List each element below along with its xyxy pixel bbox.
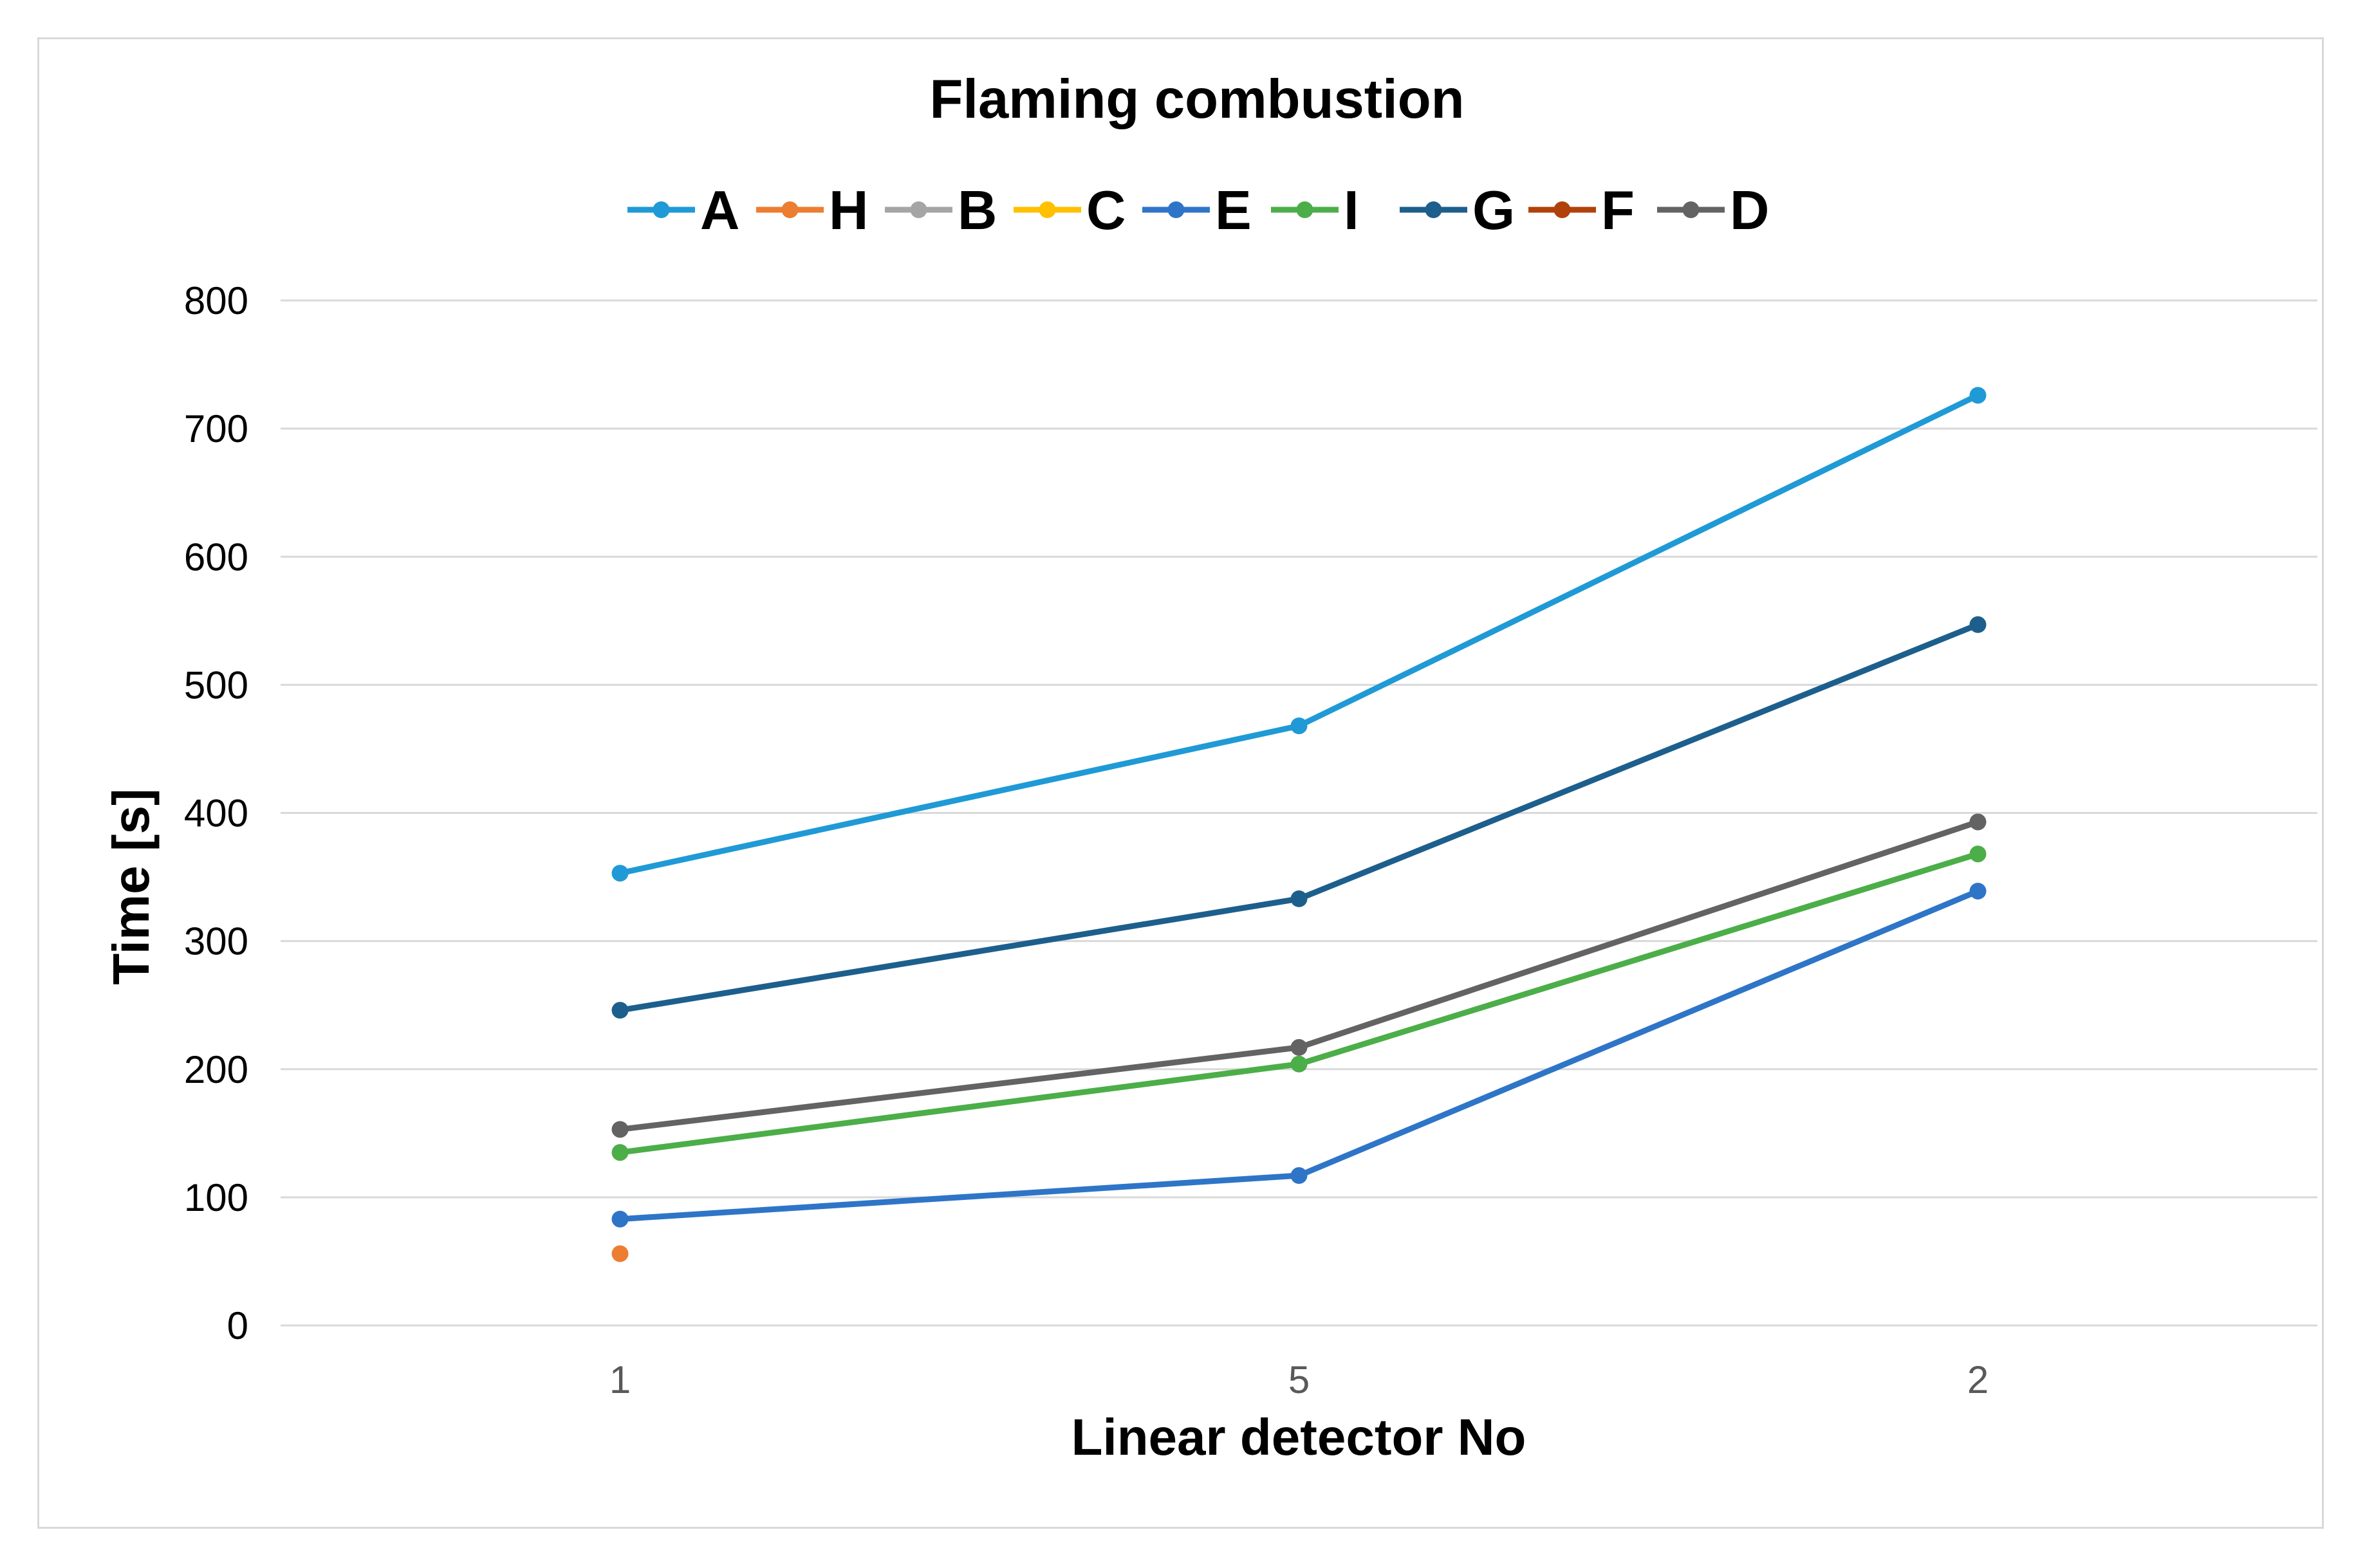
data-point-E — [611, 1210, 629, 1228]
x-tick-label: 5 — [1288, 1358, 1310, 1401]
data-point-I — [1969, 845, 1987, 863]
x-axis-title: Linear detector No — [1071, 1408, 1526, 1466]
data-point-E — [1969, 882, 1987, 899]
y-tick-label: 100 — [184, 1176, 248, 1219]
data-point-D — [1969, 813, 1987, 831]
legend-item-A: A — [627, 180, 739, 241]
legend-label: A — [700, 180, 739, 241]
chart-title: Flaming combustion — [929, 69, 1464, 130]
x-tick-label: 1 — [609, 1358, 631, 1401]
legend-marker — [653, 201, 670, 218]
y-tick-label: 400 — [184, 792, 248, 835]
y-axis-ticks: 0 100 200 300 400 500 600 700 800 — [184, 279, 248, 1347]
legend-item-D: D — [1657, 180, 1769, 241]
legend-label: H — [829, 180, 868, 241]
y-axis-title: Time [s] — [102, 788, 160, 984]
legend-item-B: B — [885, 180, 997, 241]
data-point-A — [1969, 387, 1987, 404]
series-line-G — [617, 622, 1981, 1013]
y-tick-label: 800 — [184, 279, 248, 322]
data-point-G — [1290, 890, 1308, 907]
legend-item-G: G — [1400, 180, 1515, 241]
data-point-A — [611, 865, 629, 882]
data-point-D — [611, 1121, 629, 1138]
legend-marker — [1682, 201, 1700, 218]
legend-item-C: C — [1014, 180, 1126, 241]
y-tick-label: 0 — [227, 1304, 248, 1347]
series-line-A — [617, 392, 1981, 876]
legend-item-F: F — [1528, 180, 1635, 241]
legend-marker — [910, 201, 927, 218]
legend-marker — [1425, 201, 1442, 218]
legend-label: F — [1601, 180, 1635, 241]
line-chart: Flaming combustion A H B C E I G F D 0 100 200 300 4… — [102, 69, 2317, 1466]
y-tick-label: 300 — [184, 920, 248, 963]
legend-label: E — [1215, 180, 1252, 241]
y-tick-label: 500 — [184, 663, 248, 706]
legend-label: D — [1730, 180, 1769, 241]
data-point-E — [1290, 1167, 1308, 1185]
data-point-D — [1290, 1038, 1308, 1056]
data-point-I — [611, 1144, 629, 1161]
y-tick-label: 200 — [184, 1048, 248, 1091]
data-point-H — [611, 1245, 629, 1262]
legend-marker — [1296, 201, 1313, 218]
legend-label: C — [1086, 180, 1126, 241]
data-point-A — [1290, 717, 1308, 735]
legend-marker — [1039, 201, 1056, 218]
data-point-G — [611, 1002, 629, 1019]
legend-marker — [781, 201, 799, 218]
legend-item-E: E — [1142, 180, 1252, 241]
legend-label: I — [1344, 180, 1359, 241]
chart-frame: Flaming combustion A H B C E I G F D 0 100 200 300 4… — [37, 37, 2324, 1529]
series-points — [611, 387, 1987, 1262]
legend-label: B — [958, 180, 997, 241]
data-point-I — [1290, 1055, 1308, 1073]
legend-marker — [1167, 201, 1185, 218]
x-tick-label: 2 — [1967, 1358, 1989, 1401]
legend-label: G — [1472, 180, 1515, 241]
legend-item-I: I — [1271, 180, 1359, 241]
legend-marker — [1553, 201, 1571, 218]
series-lines — [617, 392, 1981, 1222]
y-tick-label: 700 — [184, 407, 248, 450]
legend-item-H: H — [756, 180, 868, 241]
gridlines — [281, 299, 2317, 1327]
x-axis-ticks: 1 5 2 — [609, 1358, 1989, 1401]
y-tick-label: 600 — [184, 535, 248, 578]
data-point-G — [1969, 616, 1987, 633]
